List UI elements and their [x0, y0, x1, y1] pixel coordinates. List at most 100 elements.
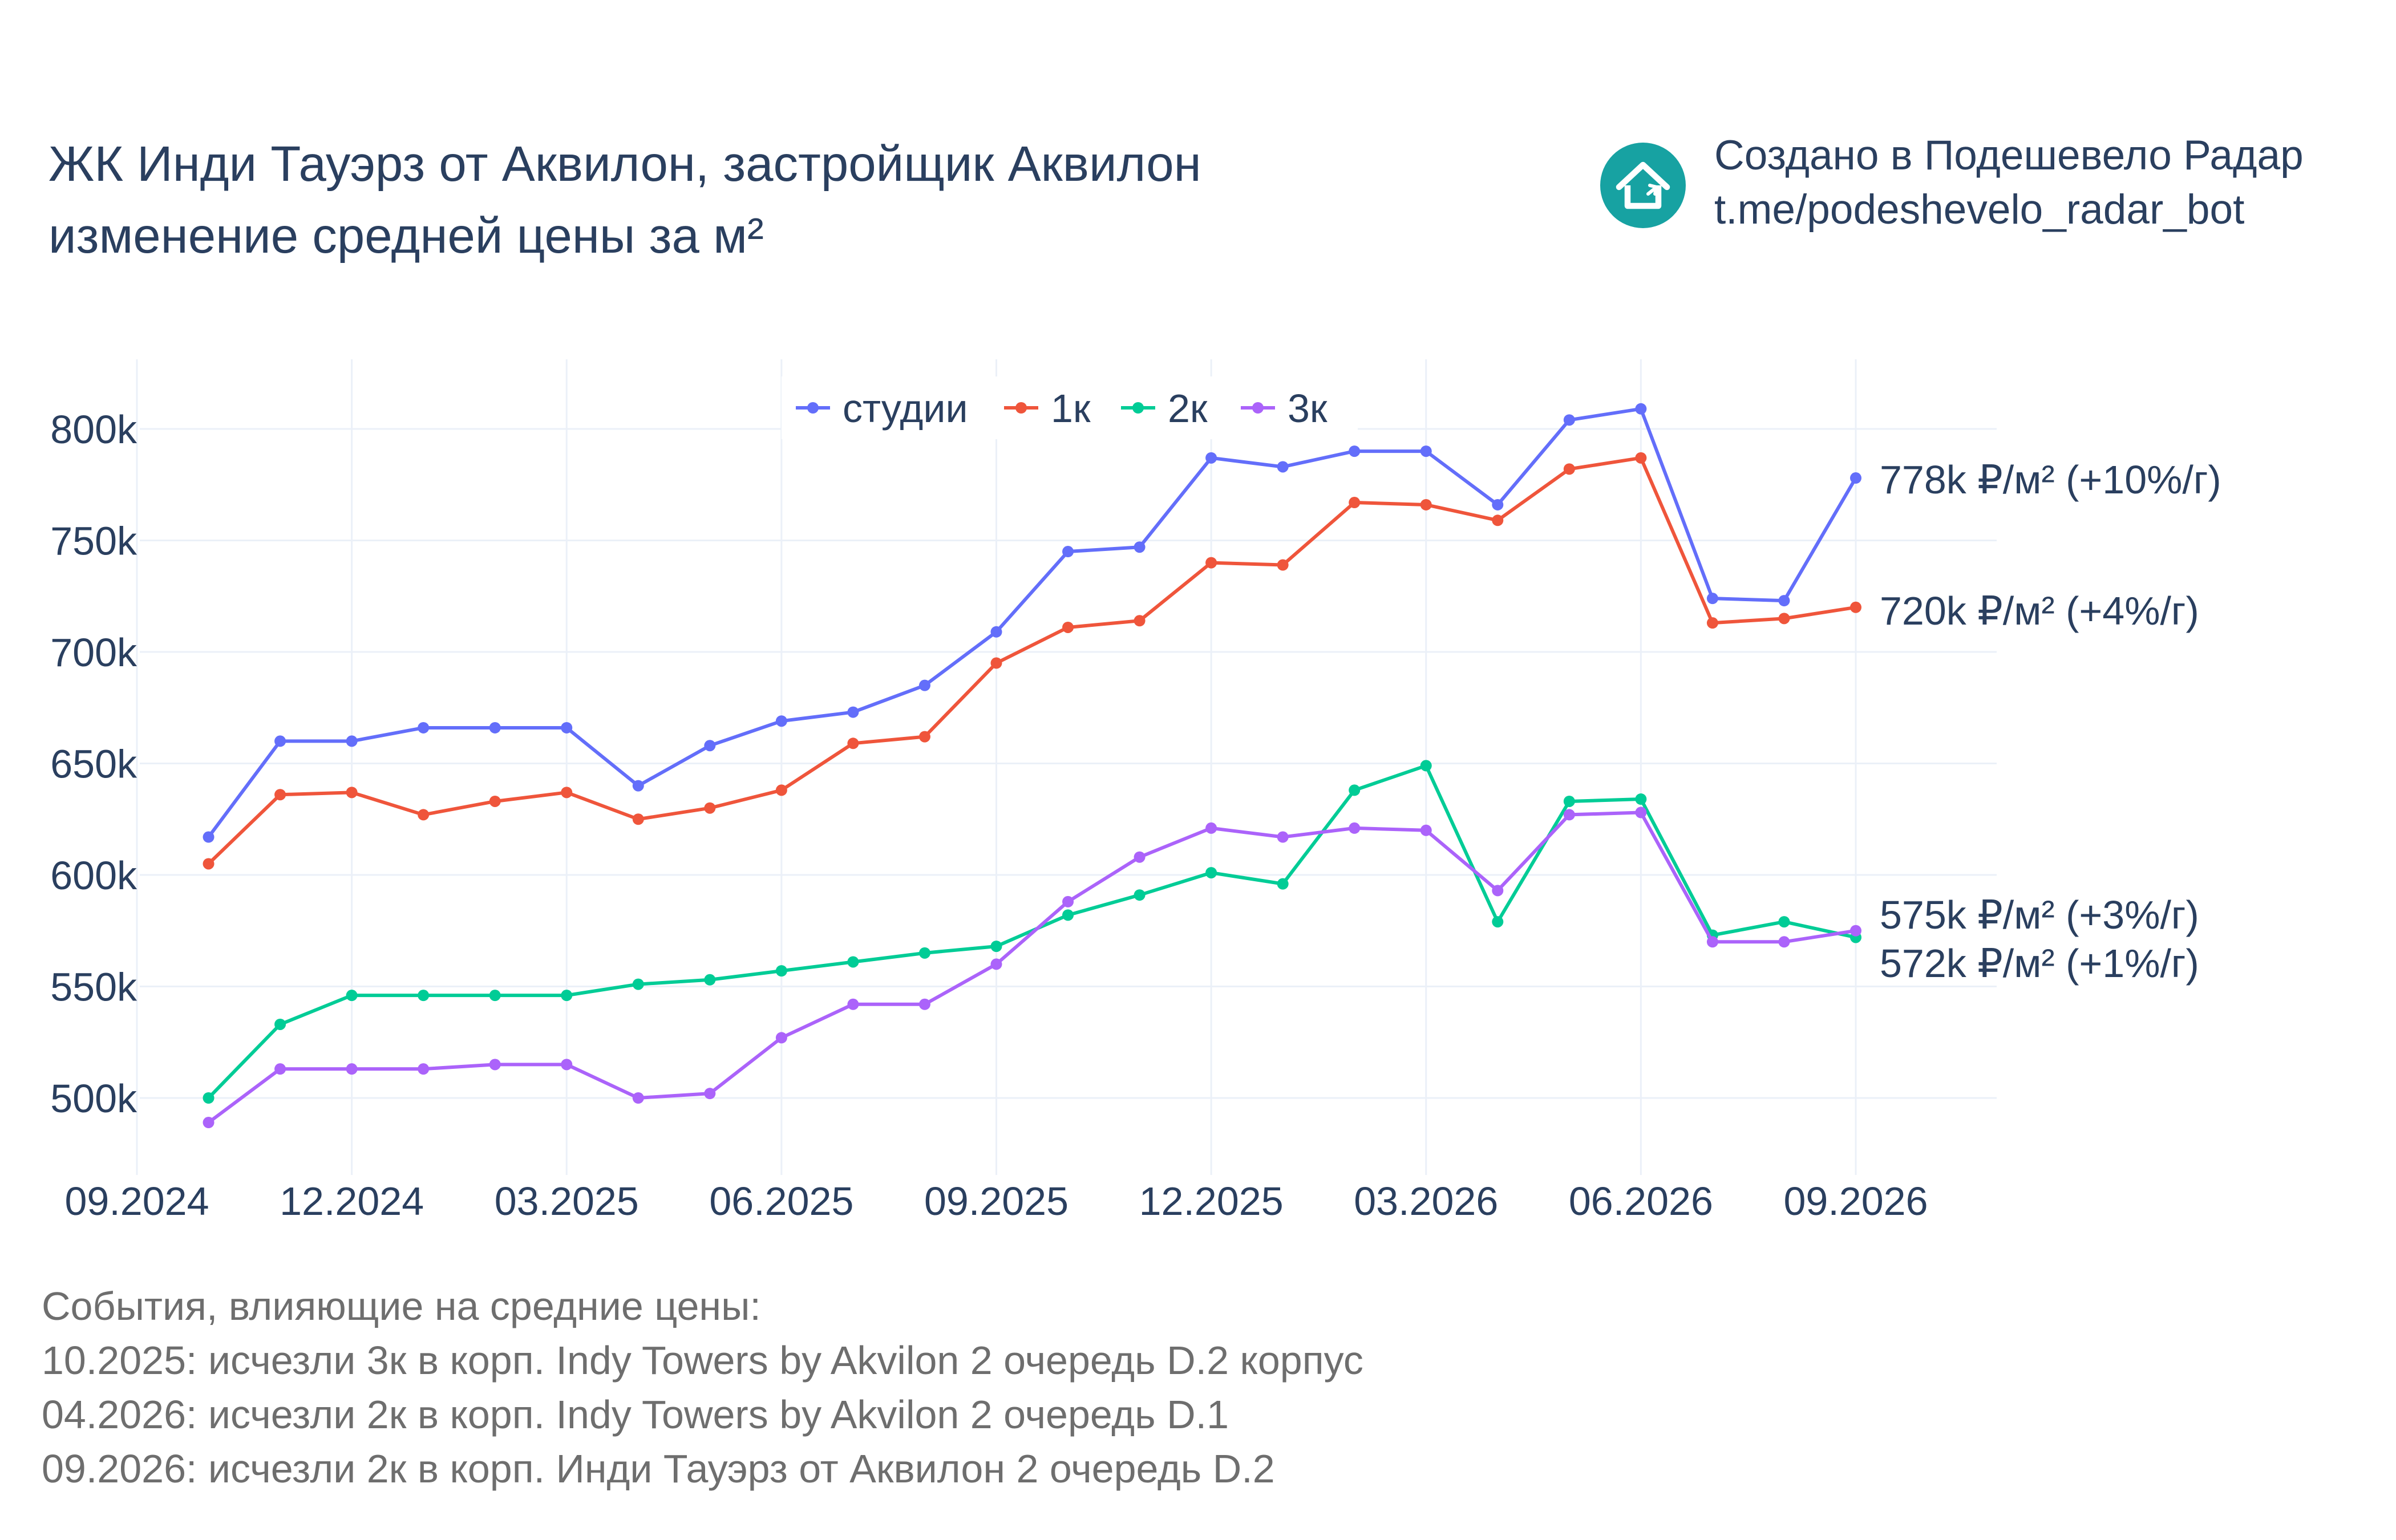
x-tick-label: 09.2025: [924, 1179, 1069, 1223]
legend-marker: [1132, 402, 1144, 414]
y-tick-label: 650k: [50, 742, 137, 787]
data-point: [918, 947, 930, 959]
data-point: [489, 990, 501, 1002]
data-point: [775, 715, 787, 727]
y-tick-label: 500k: [50, 1076, 137, 1121]
chart-title-line-1: ЖК Инди Тауэрз от Аквилон, застройщик Ак…: [48, 136, 1201, 192]
data-point: [632, 1092, 644, 1104]
data-point: [1134, 889, 1146, 901]
data-point: [274, 1063, 286, 1075]
data-point: [1563, 463, 1575, 475]
data-point: [1349, 784, 1361, 796]
data-point: [1134, 541, 1146, 553]
event-item: 10.2025: исчезли 3к в корп. Indy Towers …: [42, 1338, 1363, 1383]
events-heading: События, влияющие на средние цены:: [42, 1284, 761, 1328]
data-point: [1205, 867, 1217, 879]
data-point: [847, 998, 859, 1010]
legend-marker: [1252, 402, 1264, 414]
data-point: [561, 1059, 573, 1071]
brand-line-1: Создано в Подешевело Радар: [1714, 132, 2304, 179]
data-point: [775, 784, 787, 796]
data-point: [203, 1117, 214, 1129]
house-logo-icon: [1600, 143, 1686, 228]
data-point: [1706, 617, 1718, 629]
x-tick-label: 09.2026: [1783, 1179, 1928, 1223]
data-point: [632, 978, 644, 990]
legend-marker: [1015, 402, 1027, 414]
series-line-1к: [207, 456, 1856, 865]
data-point: [1492, 499, 1504, 510]
data-point: [274, 789, 286, 801]
data-point: [1062, 895, 1074, 907]
data-point: [561, 787, 573, 799]
chart-title: ЖК Инди Тауэрз от Аквилон, застройщик Ак…: [48, 128, 1201, 272]
series-line-студии: [207, 407, 1857, 838]
data-point: [418, 722, 430, 733]
series-line-3к: [207, 810, 1856, 1124]
data-point: [847, 706, 859, 718]
data-point: [561, 722, 573, 733]
x-tick-label: 03.2025: [495, 1179, 639, 1223]
data-point: [918, 731, 930, 743]
data-point: [1850, 925, 1861, 937]
data-point: [489, 1059, 501, 1071]
data-point: [704, 802, 716, 814]
event-item: 09.2026: исчезли 2к в корп. Инди Тауэрз …: [42, 1446, 1275, 1491]
data-point: [346, 735, 358, 747]
end-label-студии: 778k ₽/м² (+10%/г): [1880, 457, 2221, 502]
data-point: [1635, 452, 1647, 464]
data-point: [918, 998, 930, 1010]
chart-title-line-2: изменение средней цены за м²: [48, 208, 764, 264]
data-point: [1205, 557, 1217, 569]
data-point: [1850, 472, 1861, 484]
brand-line-2: t.me/podeshevelo_radar_bot: [1714, 187, 2245, 233]
data-point: [1778, 936, 1790, 948]
x-tick-label: 12.2025: [1139, 1179, 1284, 1223]
data-point: [1778, 916, 1790, 928]
data-point: [1420, 499, 1432, 510]
data-point: [489, 722, 501, 733]
y-tick-label: 550k: [50, 965, 137, 1010]
data-point: [990, 941, 1002, 953]
data-point: [1349, 822, 1361, 834]
data-point: [990, 626, 1002, 638]
data-point: [847, 737, 859, 749]
data-point: [418, 1063, 430, 1075]
end-label-1к: 720k ₽/м² (+4%/г): [1880, 589, 2199, 633]
data-point: [1563, 414, 1575, 426]
data-point: [1349, 445, 1361, 457]
x-tick-label: 09.2024: [64, 1179, 209, 1223]
data-point: [274, 1018, 286, 1030]
data-point: [1492, 514, 1504, 526]
data-point: [1778, 613, 1790, 625]
data-point: [990, 657, 1002, 669]
data-point: [1635, 807, 1647, 818]
events-block: События, влияющие на средние цены: 10.20…: [42, 1279, 1363, 1496]
data-point: [1706, 936, 1718, 948]
data-point: [1563, 809, 1575, 821]
data-point: [1062, 621, 1074, 633]
data-point: [1563, 795, 1575, 807]
legend-marker: [807, 402, 819, 414]
data-point: [1349, 497, 1361, 509]
data-point: [1134, 615, 1146, 627]
data-point: [346, 1063, 358, 1075]
data-point: [918, 679, 930, 691]
data-point: [1277, 461, 1289, 473]
data-point: [203, 1092, 214, 1104]
x-tick-label: 06.2025: [709, 1179, 853, 1223]
data-point: [704, 1088, 716, 1100]
data-point: [632, 813, 644, 825]
data-point: [1205, 452, 1217, 464]
data-point: [1062, 909, 1074, 921]
data-point: [1277, 559, 1289, 571]
data-point: [775, 1032, 787, 1044]
data-point: [1635, 403, 1647, 415]
data-point: [1277, 878, 1289, 890]
data-point: [346, 787, 358, 799]
data-point: [1706, 593, 1718, 605]
data-point: [1205, 822, 1217, 834]
y-tick-label: 800k: [50, 407, 137, 452]
data-point: [418, 809, 430, 821]
